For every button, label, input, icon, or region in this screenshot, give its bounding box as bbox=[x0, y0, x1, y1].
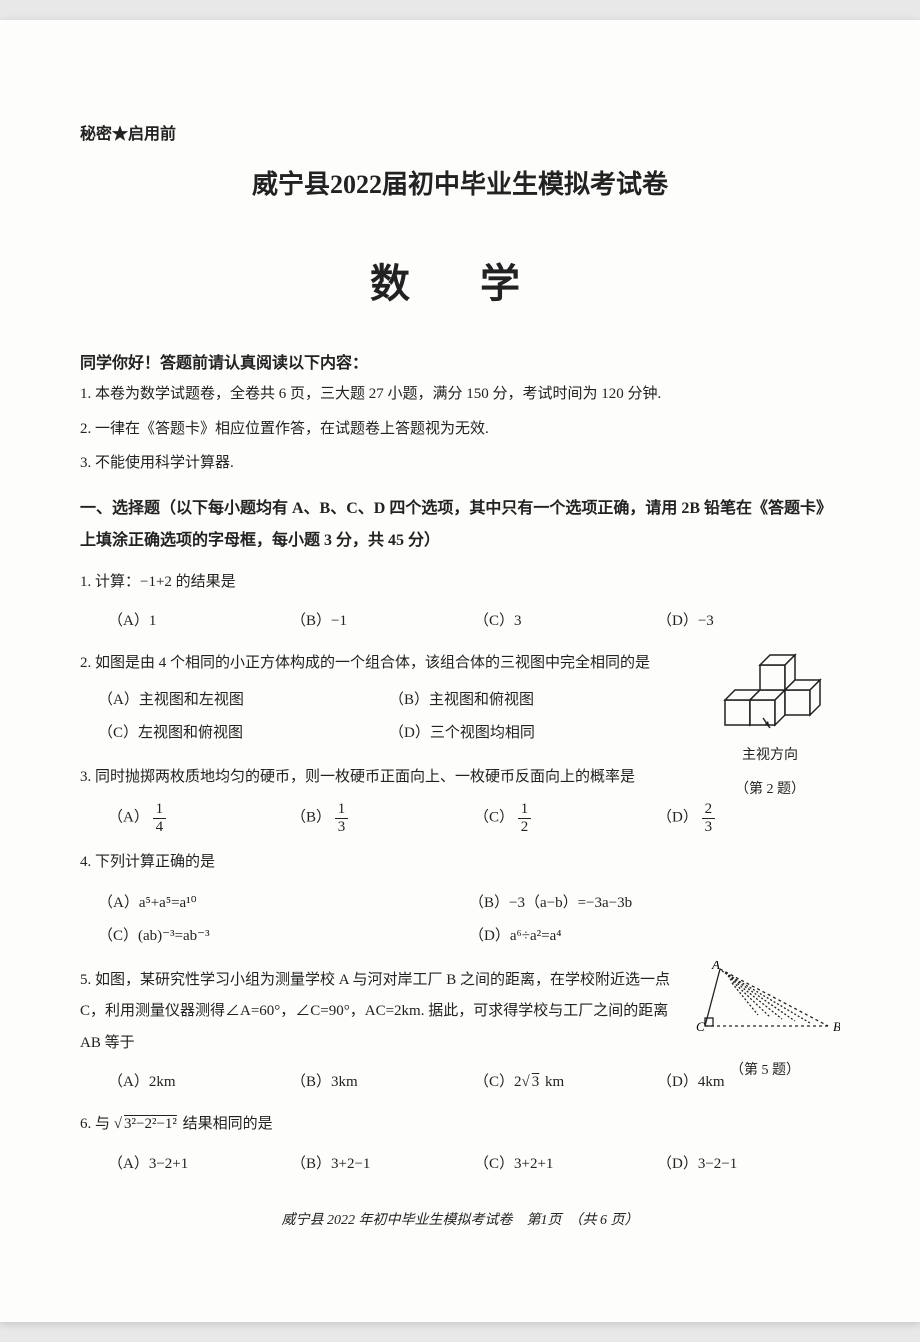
q4-opt-c: （C）(ab)⁻³=ab⁻³ bbox=[98, 920, 469, 953]
q3-opt-d: （D） 23 bbox=[657, 801, 840, 835]
instruction-3: 3. 不能使用科学计算器. bbox=[80, 452, 840, 475]
q2-opt-d: （D）三个视图均相同 bbox=[389, 717, 680, 750]
q3-b-num: 1 bbox=[335, 801, 349, 819]
q4-options: （A）a⁵+a⁵=a¹⁰ （B）−3（a−b）=−3a−3b （C）(ab)⁻³… bbox=[80, 887, 840, 953]
exam-page: 秘密★启用前 威宁县2022届初中毕业生模拟考试卷 数 学 同学你好！答题前请认… bbox=[0, 20, 920, 1322]
q1-opt-a: （A）1 bbox=[108, 606, 291, 636]
q2-opt-c: （C）左视图和俯视图 bbox=[98, 717, 389, 750]
q3-c-pre: （C） bbox=[474, 809, 514, 825]
q4-stem: 4. 下列计算正确的是 bbox=[80, 847, 840, 879]
q3-options: （A） 14 （B） 13 （C） 12 （D） 23 bbox=[80, 801, 840, 835]
q4-opt-d: （D）a⁶÷a²=a⁴ bbox=[469, 920, 840, 953]
q1-options: （A）1 （B）−1 （C）3 （D）−3 bbox=[80, 606, 840, 636]
q6-stem-post: 结果相同的是 bbox=[179, 1116, 273, 1132]
instruction-2: 2. 一律在《答题卡》相应位置作答，在试题卷上答题视为无效. bbox=[80, 418, 840, 441]
cubes-icon bbox=[715, 640, 825, 730]
q3-a-num: 1 bbox=[153, 801, 167, 819]
q5-lbl-a: A bbox=[711, 961, 720, 972]
q6-stem-pre: 6. 与 √ bbox=[80, 1116, 122, 1132]
q2-opt-b: （B）主视图和俯视图 bbox=[389, 684, 680, 717]
q5-c-pre: （C）2 bbox=[474, 1074, 522, 1090]
q5-opt-b: （B）3km bbox=[291, 1067, 474, 1097]
q1-opt-d: （D）−3 bbox=[657, 606, 840, 636]
q5-stem: 5. 如图，某研究性学习小组为测量学校 A 与河对岸工厂 B 之间的距离，在学校… bbox=[80, 972, 670, 1051]
q3-d-den: 3 bbox=[702, 819, 716, 836]
q3-c-num: 1 bbox=[518, 801, 532, 819]
q3-opt-a: （A） 14 bbox=[108, 801, 291, 835]
page-footer: 威宁县 2022 年初中毕业生模拟考试卷 第1页 （共 6 页） bbox=[80, 1209, 840, 1229]
q5-fig-caption: （第 5 题） bbox=[690, 1056, 840, 1085]
q6-stem-rad: 3²−2²−1² bbox=[122, 1116, 179, 1132]
q1-opt-b: （B）−1 bbox=[291, 606, 474, 636]
q5-lbl-c: C bbox=[696, 1019, 705, 1034]
exam-title: 威宁县2022届初中毕业生模拟考试卷 bbox=[80, 164, 840, 201]
q6-opt-d: （D）3−2−1 bbox=[657, 1149, 840, 1179]
q3-c-den: 2 bbox=[518, 819, 532, 836]
section-1-heading: 一、选择题（以下每小题均有 A、B、C、D 四个选项，其中只有一个选项正确，请用… bbox=[80, 493, 840, 557]
q6-options: （A）3−2+1 （B）3+2−1 （C）3+2+1 （D）3−2−1 bbox=[80, 1149, 840, 1179]
q2-stem: 2. 如图是由 4 个相同的小正方体构成的一个组合体，该组合体的三视图中完全相同… bbox=[80, 655, 650, 671]
q3-a-den: 4 bbox=[153, 819, 167, 836]
q3-opt-c: （C） 12 bbox=[474, 801, 657, 835]
q6-opt-b: （B）3+2−1 bbox=[291, 1149, 474, 1179]
q4-opt-a: （A）a⁵+a⁵=a¹⁰ bbox=[98, 887, 469, 920]
q5-figure: A B C （第 5 题） bbox=[690, 961, 840, 1086]
subject-title: 数 学 bbox=[80, 251, 840, 309]
q3-d-pre: （D） bbox=[657, 809, 698, 825]
q3-a-pre: （A） bbox=[108, 809, 149, 825]
q6-opt-a: （A）3−2+1 bbox=[108, 1149, 291, 1179]
q5-opt-a: （A）2km bbox=[108, 1067, 291, 1097]
q5-lbl-b: B bbox=[833, 1019, 840, 1034]
triangle-icon: A B C bbox=[690, 961, 840, 1041]
q5-opt-c: （C）2√3 km bbox=[474, 1067, 657, 1097]
q2-block: 2. 如图是由 4 个相同的小正方体构成的一个组合体，该组合体的三视图中完全相同… bbox=[80, 648, 840, 680]
secret-mark: 秘密★启用前 bbox=[80, 120, 840, 144]
instruction-1: 1. 本卷为数学试题卷，全卷共 6 页，三大题 27 小题，满分 150 分，考… bbox=[80, 383, 840, 406]
q5-block: 5. 如图，某研究性学习小组为测量学校 A 与河对岸工厂 B 之间的距离，在学校… bbox=[80, 965, 840, 1060]
q3-stem: 3. 同时抛掷两枚质地均匀的硬币，则一枚硬币正面向上、一枚硬币反面向上的概率是 bbox=[80, 762, 840, 794]
q2-opt-a: （A）主视图和左视图 bbox=[98, 684, 389, 717]
q3-b-den: 3 bbox=[335, 819, 349, 836]
q3-opt-b: （B） 13 bbox=[291, 801, 474, 835]
q6-stem: 6. 与 √3²−2²−1² 结果相同的是 bbox=[80, 1109, 840, 1141]
q1-opt-c: （C）3 bbox=[474, 606, 657, 636]
q6-opt-c: （C）3+2+1 bbox=[474, 1149, 657, 1179]
q1-stem: 1. 计算：−1+2 的结果是 bbox=[80, 567, 840, 599]
q5-c-post: km bbox=[541, 1074, 564, 1090]
q4-opt-b: （B）−3（a−b）=−3a−3b bbox=[469, 887, 840, 920]
q3-b-pre: （B） bbox=[291, 809, 331, 825]
instructions-heading: 同学你好！答题前请认真阅读以下内容： bbox=[80, 349, 840, 373]
q5-c-rad: 3 bbox=[530, 1074, 542, 1090]
